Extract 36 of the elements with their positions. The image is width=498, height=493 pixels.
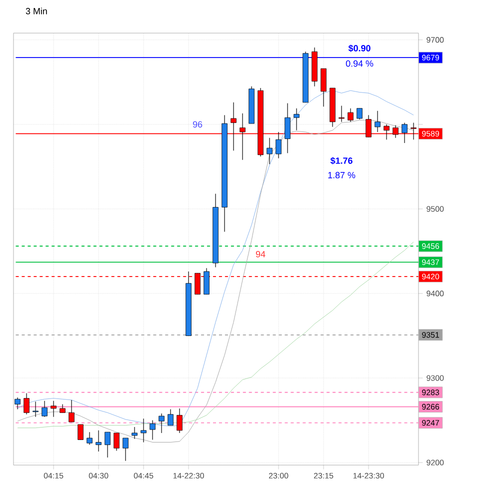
candlestick — [68, 400, 74, 422]
candlestick — [294, 108, 300, 131]
annotation: $1.76 — [330, 157, 352, 164]
candlestick — [86, 432, 92, 446]
chart-title: 3 Min — [26, 8, 47, 14]
candlestick — [150, 420, 156, 440]
candlestick — [168, 408, 174, 426]
candlestick — [338, 105, 344, 122]
candlestick — [114, 432, 120, 452]
candlestick — [320, 68, 326, 107]
candlestick — [158, 413, 164, 434]
candlestick — [122, 438, 128, 462]
candlestick — [24, 392, 30, 415]
candlestick — [374, 110, 380, 132]
candlestick — [402, 122, 408, 144]
candlestick — [50, 400, 56, 418]
candlestick — [276, 132, 282, 159]
candlestick — [14, 397, 20, 410]
candlestick — [78, 424, 84, 440]
annotation: 1.87 % — [328, 172, 356, 178]
annotation: 0.94 % — [346, 60, 374, 67]
candlestick — [356, 108, 362, 120]
annotation: 96 — [192, 121, 202, 128]
candlestick — [284, 102, 290, 154]
annotation: $0.90 — [348, 44, 370, 52]
candlestick — [96, 430, 102, 452]
candlestick — [104, 432, 110, 458]
candlestick — [140, 418, 146, 443]
candlestick — [42, 400, 48, 418]
candlestick — [32, 401, 38, 418]
candlestick — [204, 268, 210, 295]
annotation: 94 — [256, 250, 266, 258]
candlestick — [266, 138, 272, 164]
candlestick — [176, 408, 182, 434]
candlestick — [348, 108, 354, 122]
candlestick — [132, 426, 138, 440]
